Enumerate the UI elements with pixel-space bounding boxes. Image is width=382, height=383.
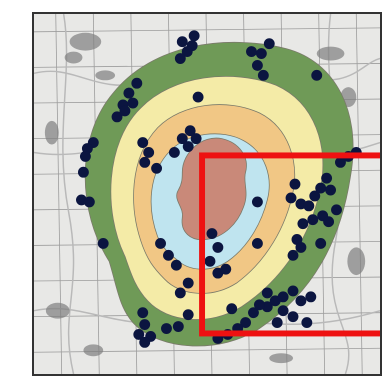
sample-point[interactable] [257, 69, 269, 81]
sample-point[interactable] [277, 291, 289, 303]
sample-point[interactable] [97, 238, 109, 249]
sample-point[interactable] [137, 307, 149, 319]
sample-point[interactable] [311, 69, 323, 81]
water-body [83, 344, 104, 357]
sample-point[interactable] [83, 196, 95, 208]
sample-point[interactable] [287, 311, 299, 323]
sample-point[interactable] [131, 77, 143, 89]
sample-point[interactable] [133, 329, 145, 340]
sample-point[interactable] [190, 133, 202, 145]
sample-point[interactable] [184, 125, 196, 137]
sample-point[interactable] [263, 38, 275, 50]
water-body [64, 51, 83, 64]
sample-point[interactable] [139, 156, 151, 168]
water-body [347, 247, 366, 276]
sample-point[interactable] [161, 323, 172, 334]
sample-point[interactable] [295, 295, 307, 307]
sample-point[interactable] [289, 178, 301, 190]
sample-point[interactable] [309, 190, 321, 202]
highlight-box[interactable] [199, 152, 380, 337]
sample-point[interactable] [137, 137, 149, 149]
sample-point[interactable] [176, 133, 188, 145]
sample-point[interactable] [321, 172, 333, 184]
sample-point[interactable] [251, 238, 263, 249]
sample-point[interactable] [297, 218, 309, 230]
sample-point[interactable] [315, 182, 327, 194]
sample-point[interactable] [305, 291, 317, 303]
map-canvas[interactable] [34, 14, 380, 374]
sample-point[interactable] [182, 141, 194, 152]
sample-point[interactable] [295, 241, 307, 253]
sample-point[interactable] [192, 91, 204, 103]
sample-point[interactable] [248, 307, 259, 319]
sample-point[interactable] [323, 216, 335, 228]
sample-point[interactable] [212, 241, 224, 253]
map-frame [32, 12, 382, 376]
grid-line [34, 27, 380, 33]
sample-point[interactable] [127, 97, 139, 109]
sample-point[interactable] [170, 259, 182, 271]
sample-point[interactable] [255, 48, 267, 59]
sample-point[interactable] [240, 317, 251, 329]
sample-point[interactable] [172, 321, 184, 332]
sample-point[interactable] [253, 299, 265, 311]
sample-point[interactable] [174, 287, 186, 299]
sample-point[interactable] [139, 336, 151, 348]
sample-point[interactable] [111, 111, 123, 123]
sample-point[interactable] [285, 192, 297, 204]
sample-point[interactable] [176, 36, 188, 48]
water-body [69, 32, 102, 51]
water-body [44, 120, 59, 145]
sample-point[interactable] [271, 317, 283, 329]
sample-point[interactable] [119, 105, 131, 117]
sample-point[interactable] [261, 287, 273, 299]
sample-point[interactable] [206, 228, 218, 239]
sample-point[interactable] [287, 285, 299, 297]
sample-point[interactable] [188, 30, 200, 42]
sample-point[interactable] [163, 249, 174, 261]
zone-core [176, 137, 247, 241]
sample-point[interactable] [139, 319, 151, 330]
sample-point[interactable] [226, 303, 238, 315]
sample-point[interactable] [182, 277, 194, 289]
water-body [45, 302, 70, 319]
water-body [95, 70, 116, 81]
sample-point[interactable] [251, 59, 263, 71]
sample-point[interactable] [155, 238, 166, 249]
sample-point[interactable] [301, 317, 313, 329]
water-body [316, 46, 345, 61]
sample-point[interactable] [204, 255, 216, 267]
sample-point[interactable] [246, 46, 257, 58]
sample-point[interactable] [331, 204, 342, 216]
sample-point[interactable] [123, 87, 135, 99]
points-layer [76, 30, 362, 348]
road [62, 14, 75, 374]
sample-point[interactable] [182, 309, 194, 321]
sample-point[interactable] [181, 46, 193, 58]
grid-line [355, 14, 363, 374]
sample-point[interactable] [174, 53, 186, 64]
sample-point[interactable] [277, 305, 289, 317]
sample-point[interactable] [220, 263, 232, 275]
sample-point[interactable] [315, 238, 327, 249]
water-body [269, 353, 294, 364]
sample-point[interactable] [251, 196, 263, 208]
sample-point[interactable] [79, 150, 91, 162]
sample-point[interactable] [335, 156, 346, 168]
sample-point[interactable] [168, 147, 180, 158]
sample-point[interactable] [287, 249, 299, 261]
sample-point[interactable] [151, 162, 163, 174]
sample-point[interactable] [325, 184, 337, 196]
sample-point[interactable] [307, 214, 319, 226]
sample-point[interactable] [143, 147, 155, 158]
sample-point[interactable] [77, 166, 89, 178]
sample-point[interactable] [303, 200, 315, 212]
